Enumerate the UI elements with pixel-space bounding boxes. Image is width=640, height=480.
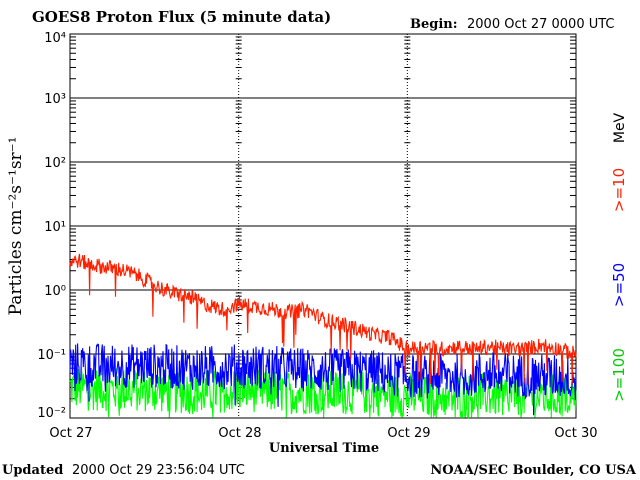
y-tick-label: 10³ <box>44 92 66 107</box>
y-tick-label: 10¹ <box>44 220 66 235</box>
series-layer <box>69 253 577 420</box>
y-tick-label: 10⁻² <box>37 406 66 421</box>
legend-item-100mev: >=100 <box>610 348 628 402</box>
updated-label: Updated <box>2 463 63 478</box>
series-line-0 <box>69 253 577 385</box>
x-tick-label: Oct 27 <box>49 426 92 441</box>
y-tick-label: 10² <box>44 156 66 171</box>
updated-value: 2000 Oct 29 23:56:04 UTC <box>72 463 245 478</box>
x-tick-label: Oct 30 <box>554 426 597 441</box>
begin-value: 2000 Oct 27 0000 UTC <box>467 17 615 32</box>
x-tick-label: Oct 29 <box>387 426 430 441</box>
series-line-1 <box>69 343 577 416</box>
y-tick-label: 10⁴ <box>44 31 66 46</box>
y-tick-label: 10⁻¹ <box>37 348 66 363</box>
legend-item-50mev: >=50 <box>610 263 628 307</box>
begin-label: Begin: <box>410 17 458 32</box>
y-axis-title: Particles cm⁻²s⁻¹sr⁻¹ <box>6 137 26 316</box>
y-tick-labels: 10⁻² 10⁻¹ 10⁰ 10¹ 10² 10³ 10⁴ <box>37 31 66 421</box>
legend-item-10mev: >=10 <box>610 168 628 212</box>
y-tick-label: 10⁰ <box>44 284 66 299</box>
chart-title: GOES8 Proton Flux (5 minute data) <box>32 8 331 26</box>
credit-text: NOAA/SEC Boulder, CO USA <box>430 463 637 478</box>
x-axis-title: Universal Time <box>269 441 379 456</box>
legend-unit: MeV <box>612 112 628 143</box>
x-tick-labels: Oct 27 Oct 28 Oct 29 Oct 30 <box>49 426 597 441</box>
x-tick-label: Oct 28 <box>218 426 261 441</box>
